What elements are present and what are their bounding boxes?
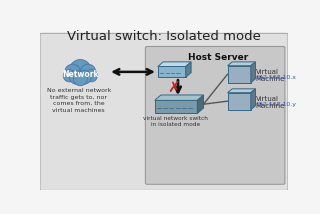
Polygon shape — [155, 100, 197, 113]
Polygon shape — [65, 75, 96, 80]
Polygon shape — [228, 89, 255, 93]
Circle shape — [85, 70, 97, 82]
Polygon shape — [251, 62, 255, 83]
Circle shape — [69, 70, 84, 84]
Circle shape — [73, 72, 87, 86]
Text: Virtual
Machine: Virtual Machine — [255, 69, 285, 82]
Polygon shape — [158, 62, 191, 67]
Text: No external network
traffic gets to, nor
comes from, the
virtual machines: No external network traffic gets to, nor… — [47, 88, 111, 113]
Polygon shape — [197, 95, 204, 113]
Polygon shape — [228, 66, 251, 83]
Polygon shape — [251, 89, 255, 110]
FancyBboxPatch shape — [145, 46, 285, 184]
FancyBboxPatch shape — [40, 33, 288, 190]
Polygon shape — [228, 62, 255, 66]
Text: Host Server: Host Server — [188, 54, 248, 62]
Polygon shape — [186, 62, 191, 77]
Text: 192.168.10.x: 192.168.10.x — [255, 75, 296, 80]
Circle shape — [65, 64, 80, 80]
Circle shape — [63, 70, 76, 82]
Text: 192.168.10.y: 192.168.10.y — [255, 102, 296, 107]
Circle shape — [80, 64, 96, 80]
Circle shape — [77, 70, 91, 84]
Text: Virtual
Machine: Virtual Machine — [255, 96, 285, 109]
Circle shape — [69, 59, 91, 81]
Polygon shape — [158, 67, 186, 77]
Text: Virtual switch: Isolated mode: Virtual switch: Isolated mode — [67, 30, 261, 43]
Text: ✗: ✗ — [167, 80, 180, 95]
Polygon shape — [155, 95, 204, 100]
Polygon shape — [228, 93, 251, 110]
Text: Network: Network — [62, 70, 99, 79]
Text: virtual network switch
in isolated mode: virtual network switch in isolated mode — [143, 116, 208, 126]
